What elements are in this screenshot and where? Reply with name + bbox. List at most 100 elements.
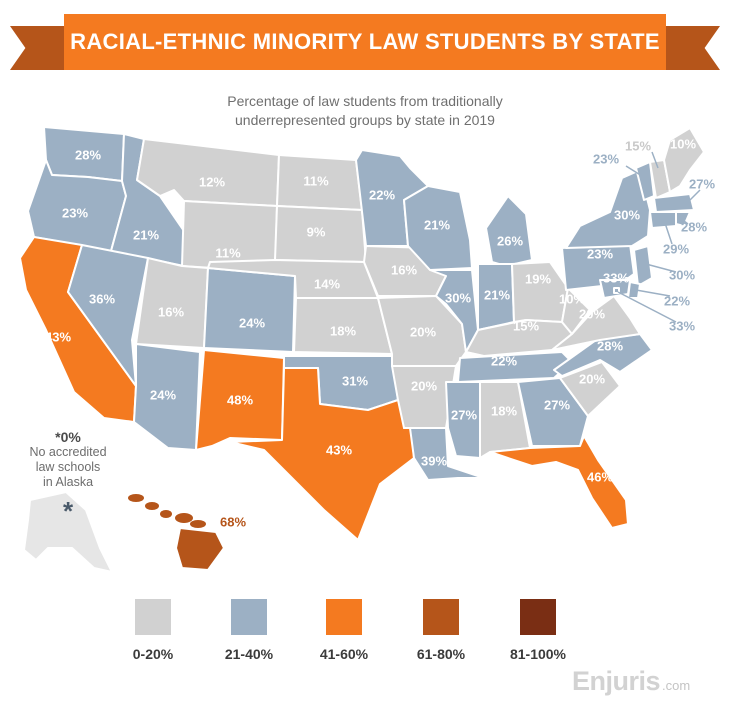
leader-line-nh bbox=[651, 151, 659, 169]
leader-line-ct bbox=[663, 219, 673, 245]
state-value-oh: 19% bbox=[525, 271, 551, 286]
title-banner: RACIAL-ETHNIC MINORITY LAW STUDENTS BY S… bbox=[64, 14, 666, 70]
state-value-wi: 21% bbox=[424, 217, 450, 232]
state-value-tx: 43% bbox=[326, 442, 352, 457]
state-value-ca: 43% bbox=[45, 329, 71, 344]
enjuris-logo: Enjuris .com bbox=[572, 666, 690, 697]
state-value-ks: 18% bbox=[330, 323, 356, 338]
state-value-ok: 31% bbox=[342, 373, 368, 388]
state-value-id: 21% bbox=[133, 227, 159, 242]
state-value-az: 24% bbox=[150, 387, 176, 402]
state-value-mn: 22% bbox=[369, 187, 395, 202]
state-value-ky: 15% bbox=[513, 318, 539, 333]
leader-line-ri bbox=[679, 217, 689, 225]
state-il bbox=[429, 269, 479, 353]
map-title: RACIAL-ETHNIC MINORITY LAW STUDENTS BY S… bbox=[70, 29, 660, 54]
state-wi bbox=[403, 185, 473, 271]
legend-swatch-0-20 bbox=[135, 599, 171, 635]
state-value-dc: 33% bbox=[669, 318, 695, 333]
alaska-note-line-2: law schools bbox=[35, 460, 101, 474]
state-value-or: 23% bbox=[62, 205, 88, 220]
state-value-nm: 48% bbox=[227, 392, 253, 407]
legend-label-61-80: 61-80% bbox=[416, 646, 466, 662]
state-value-ri: 28% bbox=[681, 219, 707, 234]
state-value-nv: 36% bbox=[89, 291, 115, 306]
hawaii-island-3 bbox=[160, 510, 172, 518]
state-value-ms: 27% bbox=[451, 407, 477, 422]
state-value-wa: 28% bbox=[75, 147, 101, 162]
leader-line-de bbox=[635, 289, 671, 297]
legend-swatch-61-80 bbox=[423, 599, 459, 635]
state-hi bbox=[175, 527, 225, 571]
state-value-il: 30% bbox=[445, 290, 471, 305]
state-value-fl: 46% bbox=[587, 469, 613, 484]
state-vt bbox=[635, 161, 655, 201]
leader-line-nj bbox=[645, 263, 677, 273]
state-value-mt: 12% bbox=[199, 174, 225, 189]
state-value-me: 10% bbox=[670, 136, 696, 151]
hawaii-island-2 bbox=[145, 502, 159, 510]
legend-label-21-40: 21-40% bbox=[224, 646, 274, 662]
state-az bbox=[133, 343, 201, 451]
alaska-note: *0% No accredited law schools in Alaska bbox=[22, 430, 114, 490]
state-value-co: 24% bbox=[239, 315, 265, 330]
state-value-al: 18% bbox=[491, 403, 517, 418]
hawaii-island-4 bbox=[175, 513, 193, 523]
state-value-in: 21% bbox=[484, 287, 510, 302]
state-ga bbox=[517, 377, 589, 447]
hawaii-island-1 bbox=[128, 494, 144, 502]
state-value-vt: 23% bbox=[593, 151, 619, 166]
state-value-md: 33% bbox=[603, 270, 629, 285]
state-value-nh: 15% bbox=[625, 138, 651, 153]
state-value-ne: 14% bbox=[314, 276, 340, 291]
state-nv bbox=[67, 244, 149, 387]
legend-label-41-60: 41-60% bbox=[319, 646, 369, 662]
state-ct bbox=[649, 211, 677, 229]
alaska-note-line-1: No accredited bbox=[29, 445, 107, 459]
state-value-nj: 30% bbox=[669, 267, 695, 282]
legend-swatch-41-60 bbox=[326, 599, 362, 635]
state-value-ma: 27% bbox=[689, 176, 715, 191]
state-value-pa: 23% bbox=[587, 246, 613, 261]
state-ak bbox=[23, 491, 113, 573]
state-value-ut: 16% bbox=[158, 304, 184, 319]
alaska-value: *0% bbox=[55, 429, 81, 445]
state-value-wy: 11% bbox=[215, 245, 241, 260]
state-mi bbox=[485, 195, 533, 267]
state-value-mi: 26% bbox=[497, 233, 523, 248]
hawaii-island-5 bbox=[190, 520, 206, 528]
state-value-tn: 22% bbox=[491, 353, 517, 368]
legend-swatch-81-100 bbox=[520, 599, 556, 635]
leader-line-vt bbox=[625, 165, 643, 177]
state-value-ar: 20% bbox=[411, 378, 437, 393]
logo-name: Enjuris bbox=[572, 666, 661, 696]
map-subtitle: Percentage of law students from traditio… bbox=[165, 92, 565, 130]
state-value-wv: 10% bbox=[559, 291, 585, 306]
state-fl bbox=[489, 435, 629, 529]
state-value-sc: 20% bbox=[579, 371, 605, 386]
state-me bbox=[663, 127, 705, 193]
state-value-ga: 27% bbox=[544, 397, 570, 412]
subtitle-line-1: Percentage of law students from traditio… bbox=[227, 93, 503, 109]
state-value-nd: 11% bbox=[303, 173, 329, 188]
state-value-nc: 28% bbox=[597, 338, 623, 353]
legend-swatch-21-40 bbox=[231, 599, 267, 635]
legend-label-0-20: 0-20% bbox=[132, 646, 174, 662]
state-co bbox=[203, 267, 296, 353]
state-mt bbox=[136, 138, 280, 207]
leader-line-ma bbox=[685, 189, 701, 205]
state-value-mo: 20% bbox=[410, 324, 436, 339]
alaska-asterisk-icon: * bbox=[63, 496, 74, 526]
state-value-ct: 29% bbox=[663, 241, 689, 256]
state-sc bbox=[559, 361, 621, 417]
state-ut bbox=[135, 257, 209, 349]
subtitle-line-2: underrepresented groups by state in 2019 bbox=[235, 112, 495, 128]
leader-line-dc bbox=[617, 291, 677, 323]
legend-label-81-100: 81-100% bbox=[509, 646, 567, 662]
state-value-va: 20% bbox=[579, 306, 605, 321]
state-tx bbox=[229, 367, 415, 541]
logo-tld: .com bbox=[662, 678, 691, 693]
state-ma bbox=[653, 193, 695, 213]
state-wv bbox=[561, 287, 591, 335]
